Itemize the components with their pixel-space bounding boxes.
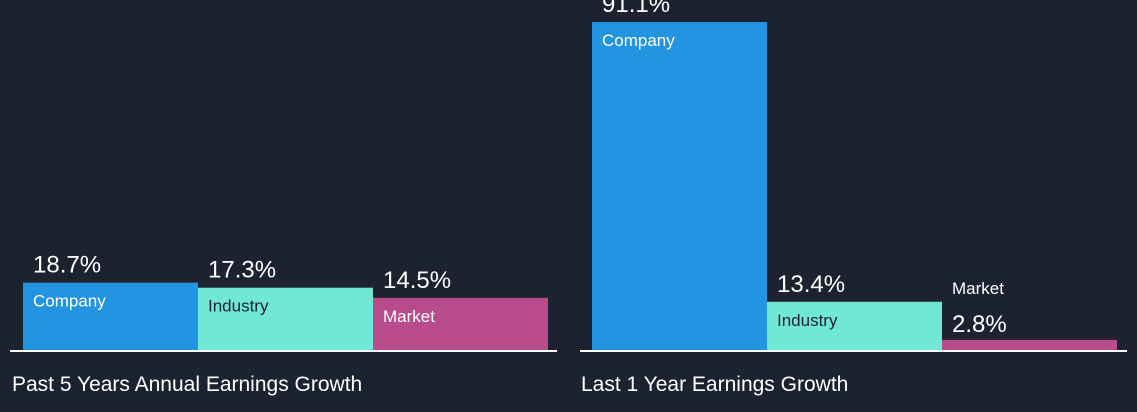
category-label-company-5y: Company — [33, 292, 106, 311]
value-label-company-1y: 91.1% — [602, 0, 670, 18]
category-label-market-5y: Market — [383, 307, 435, 326]
chart-title-1y: Last 1 Year Earnings Growth — [581, 373, 848, 396]
bar-industry-1y — [767, 301, 942, 350]
category-label-company-1y: Company — [602, 31, 675, 50]
chart-panel-5y: 18.7% 17.3% 14.5% Company Industry Marke… — [10, 252, 557, 396]
category-label-industry-5y: Industry — [208, 297, 269, 316]
chart-panel-1y: 91.1% 13.4% 2.8% Company Industry Market… — [580, 0, 1127, 396]
bar-company-5y — [23, 282, 198, 350]
value-label-market-5y: 14.5% — [383, 267, 451, 294]
value-label-market-1y: 2.8% — [952, 311, 1007, 338]
value-label-industry-1y: 13.4% — [777, 271, 845, 298]
category-label-industry-1y: Industry — [777, 311, 838, 330]
bar-market-5y — [373, 297, 548, 350]
bar-industry-5y — [198, 287, 373, 350]
bar-company-1y — [592, 22, 767, 350]
value-label-industry-5y: 17.3% — [208, 257, 276, 284]
chart-title-5y: Past 5 Years Annual Earnings Growth — [12, 373, 362, 396]
category-label-market-1y: Market — [952, 279, 1004, 298]
value-label-company-5y: 18.7% — [33, 252, 101, 279]
bar-market-1y — [942, 339, 1117, 350]
